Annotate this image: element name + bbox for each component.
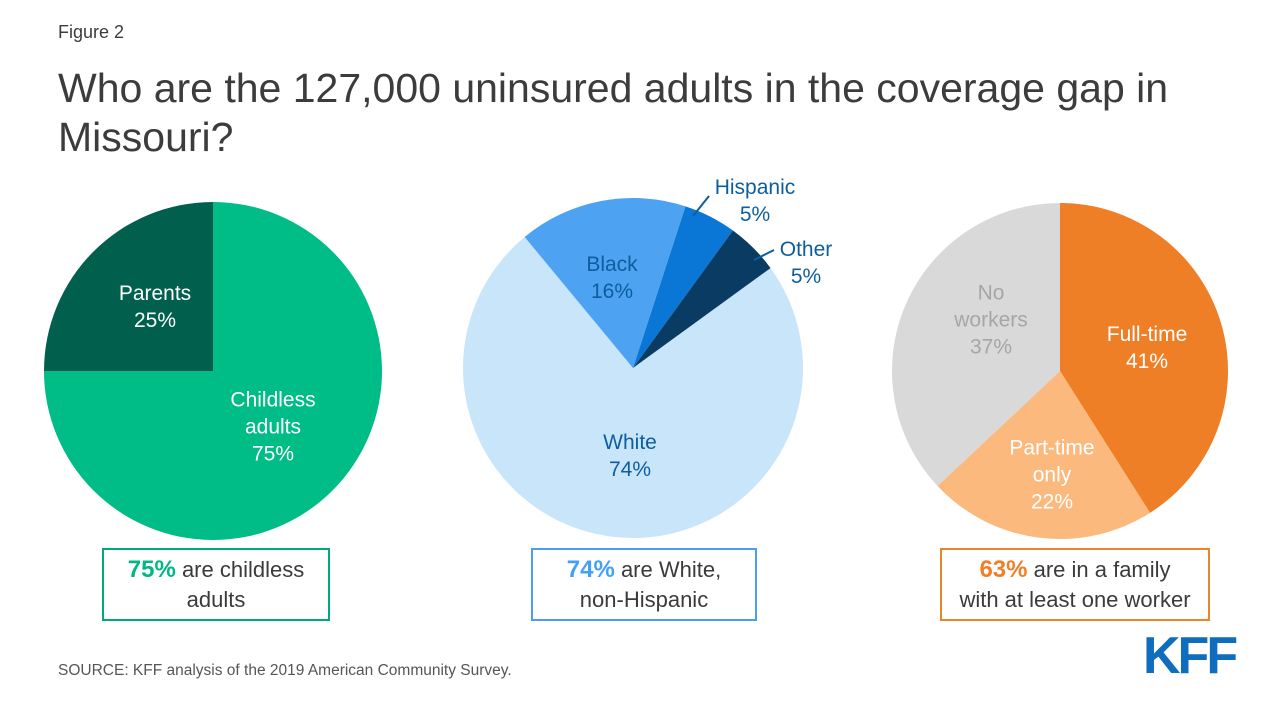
slice-label-no-workers: No workers 37% [954, 280, 1028, 361]
slice-label-line: Childless [230, 388, 316, 412]
callout-pct: 63% [979, 555, 1028, 583]
callout-childless-adults: 75% are childless adults [102, 548, 330, 621]
callout-line1: 63% are in a family [979, 555, 1170, 585]
label-leader-line [692, 195, 710, 217]
slice-label-line: 16% [590, 280, 634, 303]
page-title-line1: Who are the 127,000 uninsured adults in … [58, 65, 1169, 111]
pie-slice-full-time [1060, 203, 1229, 513]
pie-slice-parents [44, 202, 213, 371]
pie-slice-other [633, 230, 771, 368]
slice-label-other: Other 5% [780, 236, 833, 290]
figure-label: Figure 2 [58, 22, 125, 42]
slice-label-line: 41% [1125, 350, 1169, 373]
callout-line2: with at least one worker [959, 586, 1191, 612]
slice-label-line: Other [779, 238, 833, 261]
callout-line1: 75% are childless [128, 555, 304, 585]
slice-label-hispanic: Hispanic 5% [715, 174, 796, 228]
pie-slice-no-workers [892, 203, 1060, 486]
slice-label-line: No [977, 281, 1005, 305]
slice-label-line: Hispanic [714, 176, 796, 199]
label-leader-line [753, 249, 775, 261]
slice-label-line: Full-time [1106, 323, 1188, 346]
callout-white-nonhispanic: 74% are White, non-Hispanic [531, 548, 757, 621]
callout-line1: 74% are White, [567, 555, 721, 585]
slice-label-line: 74% [608, 458, 652, 481]
pie-slice-white [462, 237, 803, 539]
pie-slice-part-time-only [937, 371, 1151, 540]
callout-line2: adults [186, 586, 246, 612]
slice-label-black: Black 16% [586, 251, 637, 305]
callout-text: are childless [175, 556, 305, 582]
slice-label-line: 5% [790, 265, 822, 288]
kff-logo: KFF [1143, 627, 1238, 685]
slice-label-white: White 74% [603, 429, 657, 483]
slice-label-line: 5% [739, 203, 771, 226]
slice-label-line: 75% [251, 442, 295, 466]
pie-slice-hispanic [633, 206, 733, 368]
slice-label-line: Part-time [1009, 436, 1095, 460]
slice-label-part-time-only: Part-time only 22% [1009, 435, 1094, 516]
slice-label-line: 22% [1030, 490, 1074, 514]
source-note: SOURCE: KFF analysis of the 2019 America… [58, 662, 512, 679]
slice-label-line: workers [954, 308, 1028, 332]
slice-label-line: only [1032, 463, 1072, 487]
slice-label-line: Parents [118, 282, 192, 305]
pie-slice-black [524, 198, 686, 368]
slice-label-line: Black [586, 253, 638, 276]
callout-pct: 75% [127, 555, 176, 583]
callout-text: are in a family [1027, 556, 1171, 582]
slice-label-line: 37% [969, 335, 1013, 359]
callout-text: are White, [614, 556, 722, 582]
page-title: Who are the 127,000 uninsured adults in … [58, 64, 1248, 162]
callout-pct: 74% [566, 555, 615, 583]
slice-label-line: adults [244, 415, 302, 439]
slice-label-line: White [603, 431, 657, 454]
slice-label-parents: Parents 25% [119, 280, 191, 334]
slice-label-line: 25% [133, 309, 177, 332]
callout-family-worker: 63% are in a family with at least one wo… [940, 548, 1210, 621]
slice-label-full-time: Full-time 41% [1107, 321, 1188, 375]
page-title-line2: Missouri? [58, 114, 234, 160]
slice-label-childless-adults: Childless adults 75% [230, 387, 315, 468]
callout-line2: non-Hispanic [579, 586, 709, 612]
